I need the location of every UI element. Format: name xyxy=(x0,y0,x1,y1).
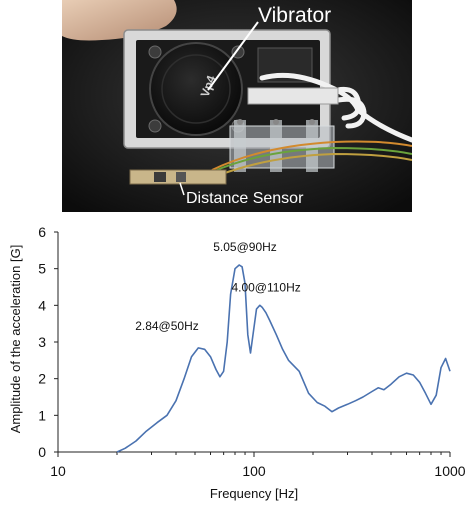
wires xyxy=(211,140,412,175)
peak-annotation: 2.84@50Hz xyxy=(135,319,199,333)
x-tick-label: 100 xyxy=(242,463,266,479)
y-tick-label: 2 xyxy=(38,371,46,387)
sensor-pointer-line xyxy=(179,182,185,196)
screw xyxy=(148,119,162,133)
vibrator-disk xyxy=(149,42,243,136)
vibrator-pointer-line xyxy=(207,21,259,91)
x-tick-label: 1000 xyxy=(434,463,465,479)
chart-ticks: 0 1 2 3 4 5 6 10 100 1000 xyxy=(38,224,466,479)
mount-assembly xyxy=(229,119,335,172)
chart-annotations: 5.05@90Hz 4.00@110Hz 2.84@50Hz xyxy=(135,240,301,333)
chart-series xyxy=(116,264,451,453)
y-tick-label: 4 xyxy=(38,297,46,313)
y-tick-label: 3 xyxy=(38,334,46,350)
y-axis-title: Amplitude of the acceleration [G] xyxy=(8,245,23,434)
x-tick-label: 10 xyxy=(50,463,66,479)
chart-axes xyxy=(57,232,450,453)
peak-annotation: 4.00@110Hz xyxy=(231,280,300,294)
vibrator-housing: Vp4 xyxy=(123,29,331,149)
cable-coil xyxy=(259,72,412,143)
y-tick-label: 1 xyxy=(38,407,46,423)
white-block xyxy=(247,87,339,105)
x-axis-title: Frequency [Hz] xyxy=(210,486,298,501)
screw xyxy=(231,45,245,59)
screw xyxy=(148,45,162,59)
distance-sensor-board xyxy=(129,169,227,185)
vibrator-label: Vibrator xyxy=(258,4,331,27)
peak-annotation: 5.05@90Hz xyxy=(213,240,277,254)
y-tick-label: 0 xyxy=(38,444,46,460)
y-tick-label: 5 xyxy=(38,261,46,277)
device-photo: Vp4 Vibrator Distance Sensor xyxy=(62,0,412,212)
distance-sensor-label: Distance Sensor xyxy=(186,190,304,207)
y-tick-label: 6 xyxy=(38,224,46,240)
acceleration-chart: 0 1 2 3 4 5 6 10 100 1000 5.05@90Hz 4.00@110Hz 2.84… xyxy=(8,224,466,501)
series-line xyxy=(116,264,451,453)
